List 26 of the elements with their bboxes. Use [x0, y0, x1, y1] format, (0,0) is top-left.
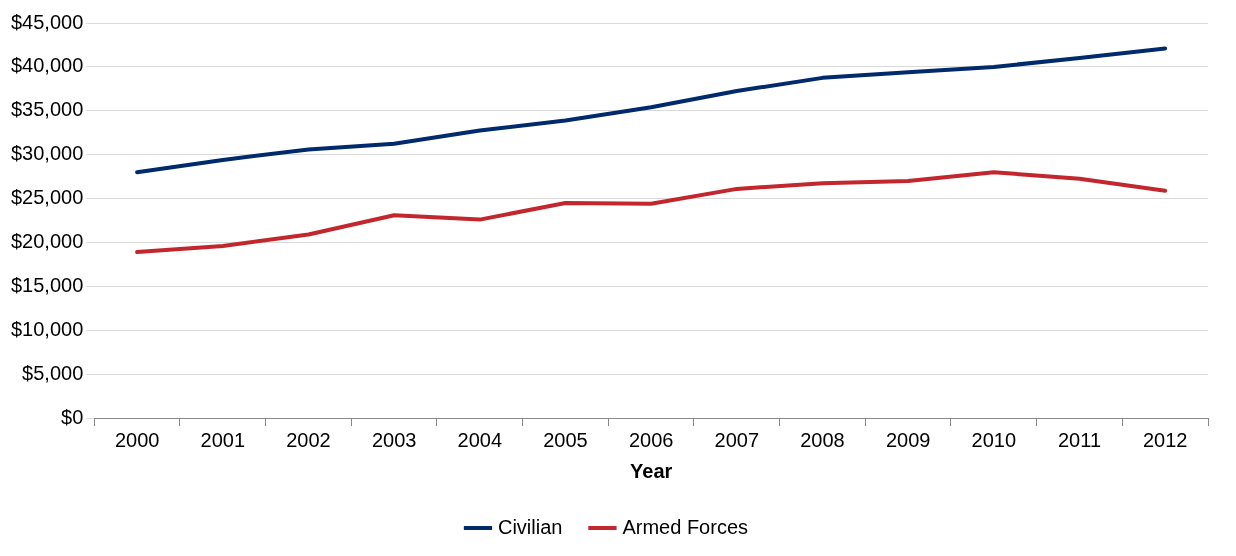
- legend-label: Civilian: [497, 515, 563, 538]
- y-tick-label: $40,000: [11, 54, 84, 77]
- y-tick-label: $15,000: [11, 273, 84, 296]
- legend-label: Armed Forces: [622, 515, 749, 538]
- x-tick-label: 2003: [371, 428, 417, 451]
- x-tick-label: 2011: [1057, 428, 1101, 451]
- y-tick-label: $25,000: [11, 186, 84, 209]
- x-axis-title: Year: [630, 459, 673, 482]
- x-tick-label: 2004: [457, 428, 503, 451]
- y-tick-label: $30,000: [11, 142, 84, 165]
- y-tick-label: $0: [61, 405, 84, 428]
- x-tick-label: 2007: [714, 428, 760, 451]
- x-tick-label: 2001: [200, 428, 246, 451]
- y-tick-label: $20,000: [11, 229, 84, 252]
- x-tick-label: 2000: [114, 428, 160, 451]
- x-tick-label: 2010: [971, 428, 1017, 451]
- x-tick-label: 2012: [1142, 428, 1188, 451]
- x-tick-label: 2006: [628, 428, 674, 451]
- x-tick-label: 2002: [286, 428, 331, 451]
- x-tick-label: 2005: [543, 428, 588, 451]
- y-tick-label: $45,000: [11, 10, 84, 33]
- y-tick-label: $35,000: [11, 98, 84, 121]
- y-tick-label: $5,000: [22, 361, 84, 384]
- y-tick-label: $10,000: [11, 317, 84, 340]
- x-tick-label: 2009: [885, 428, 931, 451]
- x-tick-label: 2008: [800, 428, 845, 451]
